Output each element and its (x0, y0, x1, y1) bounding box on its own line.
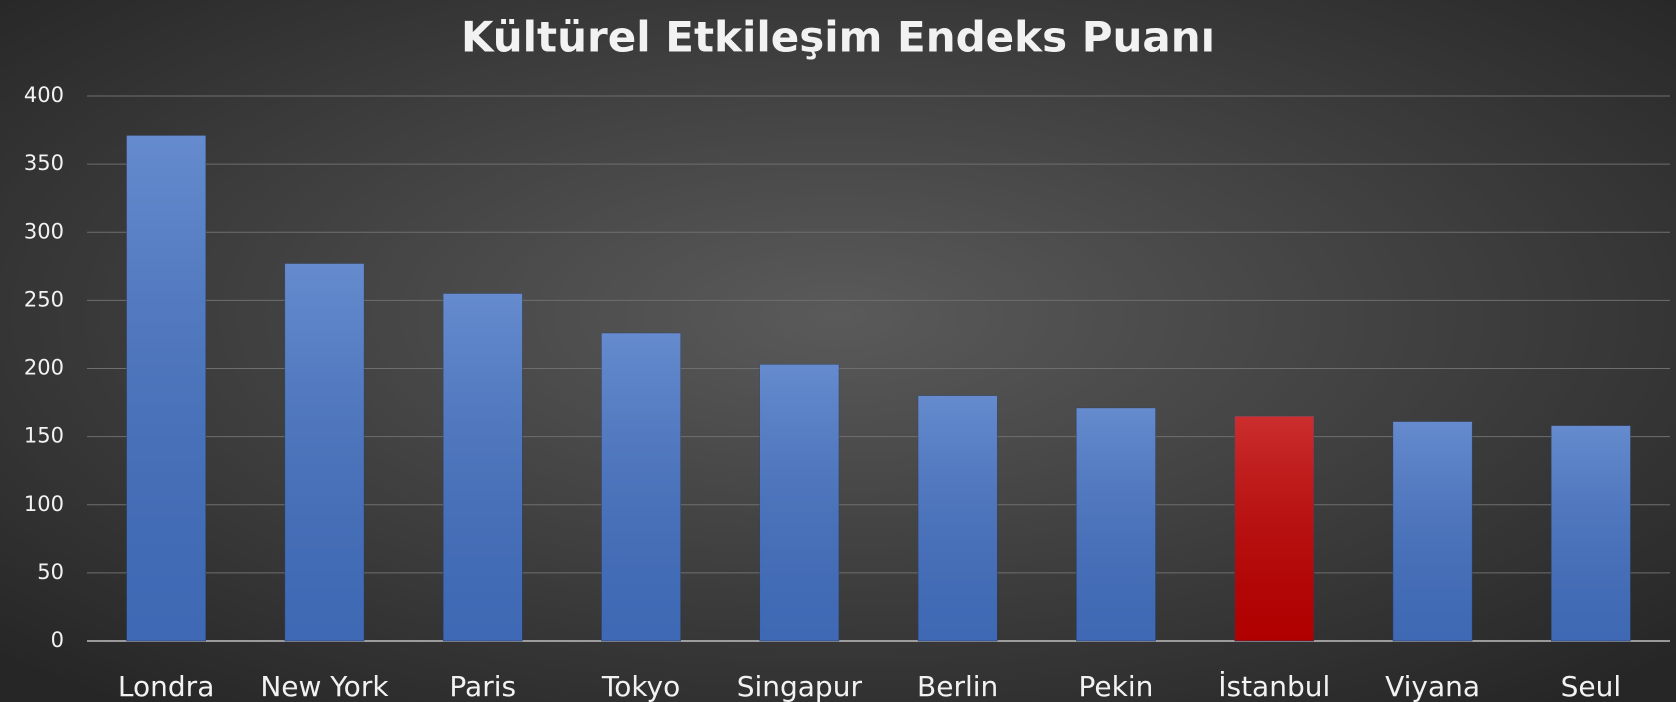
x-tick-label: İstanbul (1218, 670, 1330, 702)
y-tick-label: 150 (24, 424, 64, 448)
y-tick-label: 250 (24, 287, 64, 311)
chart-title: Kültürel Etkileşim Endeks Puanı (461, 13, 1215, 62)
bar-shine (918, 395, 998, 641)
bar-shine (1234, 416, 1314, 641)
bar-shine (284, 263, 365, 641)
bar-shine (1076, 408, 1156, 641)
x-tick-label: Tokyo (601, 670, 680, 702)
x-tick-label: Londra (118, 670, 214, 702)
x-tick-label: Berlin (917, 670, 998, 702)
bar-shine (1551, 425, 1631, 641)
y-tick-label: 400 (24, 83, 64, 107)
x-tick-label: New York (260, 670, 389, 702)
bar-shine (759, 364, 839, 641)
bar-shine (443, 293, 523, 641)
y-tick-label: 300 (24, 219, 64, 243)
x-tick-label: Seul (1561, 670, 1622, 702)
x-tick-label: Paris (449, 670, 516, 702)
y-tick-label: 50 (37, 560, 64, 584)
x-tick-label: Singapur (737, 670, 863, 702)
bar-shine (1392, 421, 1473, 641)
y-tick-label: 100 (24, 492, 64, 516)
y-tick-label: 350 (24, 151, 64, 175)
x-tick-label: Pekin (1079, 670, 1154, 702)
x-tick-label: Viyana (1385, 670, 1480, 702)
bar-shine (601, 333, 681, 641)
bar-shine (126, 135, 206, 641)
y-tick-label: 0 (51, 628, 64, 652)
y-tick-label: 200 (24, 356, 64, 380)
